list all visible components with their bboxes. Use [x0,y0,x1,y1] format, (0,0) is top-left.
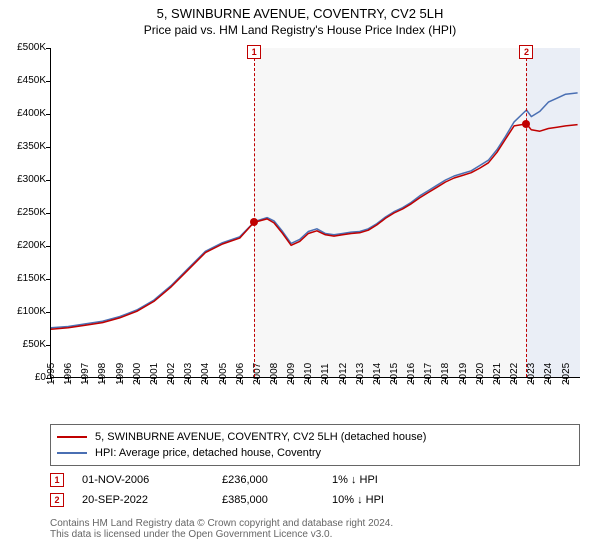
sale-price: £236,000 [222,474,332,486]
sales-table: 1 01-NOV-2006£236,0001% ↓ HPI 2 20-SEP-2022… [50,470,432,510]
y-axis-label: £100K [1,307,46,317]
sale-marker-box: 1 [50,473,64,487]
attribution-text: Contains HM Land Registry data © Crown c… [50,518,393,540]
legend-swatch [57,452,87,454]
series-svg [51,48,581,378]
y-axis-label: £250K [1,208,46,218]
chart-title-block: 5, SWINBURNE AVENUE, COVENTRY, CV2 5LH P… [0,0,600,37]
attribution-line-1: Contains HM Land Registry data © Crown c… [50,518,393,529]
legend-item: 5, SWINBURNE AVENUE, COVENTRY, CV2 5LH (… [57,429,573,445]
y-axis-label: £400K [1,109,46,119]
sale-price: £385,000 [222,494,332,506]
y-axis-label: £350K [1,142,46,152]
sale-marker-dash [526,48,527,377]
y-axis-label: £300K [1,175,46,185]
legend-item: HPI: Average price, detached house, Cove… [57,445,573,461]
y-axis-label: £0 [1,373,46,383]
series-line [51,124,578,329]
sale-marker-box: 2 [50,493,64,507]
legend-swatch [57,436,87,438]
y-axis-label: £450K [1,76,46,86]
sale-marker-dash [254,48,255,377]
y-axis-label: £50K [1,340,46,350]
attribution-line-2: This data is licensed under the Open Gov… [50,529,393,540]
chart-plot-area: £0£50K£100K£150K£200K£250K£300K£350K£400… [50,48,580,378]
sale-point [250,218,258,226]
sale-date: 20-SEP-2022 [82,494,222,506]
sale-marker-box: 1 [247,45,261,59]
y-axis-label: £150K [1,274,46,284]
y-axis-label: £500K [1,43,46,53]
title-line-1: 5, SWINBURNE AVENUE, COVENTRY, CV2 5LH [0,6,600,21]
sale-marker-box: 2 [519,45,533,59]
sales-row: 1 01-NOV-2006£236,0001% ↓ HPI [50,470,432,490]
sales-row: 2 20-SEP-2022£385,00010% ↓ HPI [50,490,432,510]
series-line [51,93,578,328]
legend-label: 5, SWINBURNE AVENUE, COVENTRY, CV2 5LH (… [95,431,426,443]
sale-hpi-diff: 1% ↓ HPI [332,474,432,486]
legend-box: 5, SWINBURNE AVENUE, COVENTRY, CV2 5LH (… [50,424,580,466]
title-line-2: Price paid vs. HM Land Registry's House … [0,23,600,37]
sale-date: 01-NOV-2006 [82,474,222,486]
legend-label: HPI: Average price, detached house, Cove… [95,447,321,459]
sale-hpi-diff: 10% ↓ HPI [332,494,432,506]
y-axis-label: £200K [1,241,46,251]
sale-point [522,120,530,128]
